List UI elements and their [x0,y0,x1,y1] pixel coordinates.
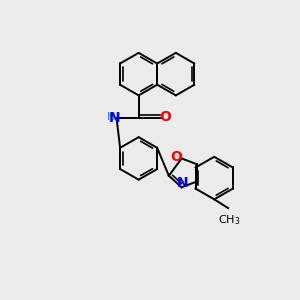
Text: H: H [106,112,115,122]
Text: O: O [170,150,182,164]
Text: N: N [177,176,189,190]
Text: CH$_3$: CH$_3$ [218,213,241,227]
Text: O: O [159,110,171,124]
Text: N: N [109,111,121,125]
